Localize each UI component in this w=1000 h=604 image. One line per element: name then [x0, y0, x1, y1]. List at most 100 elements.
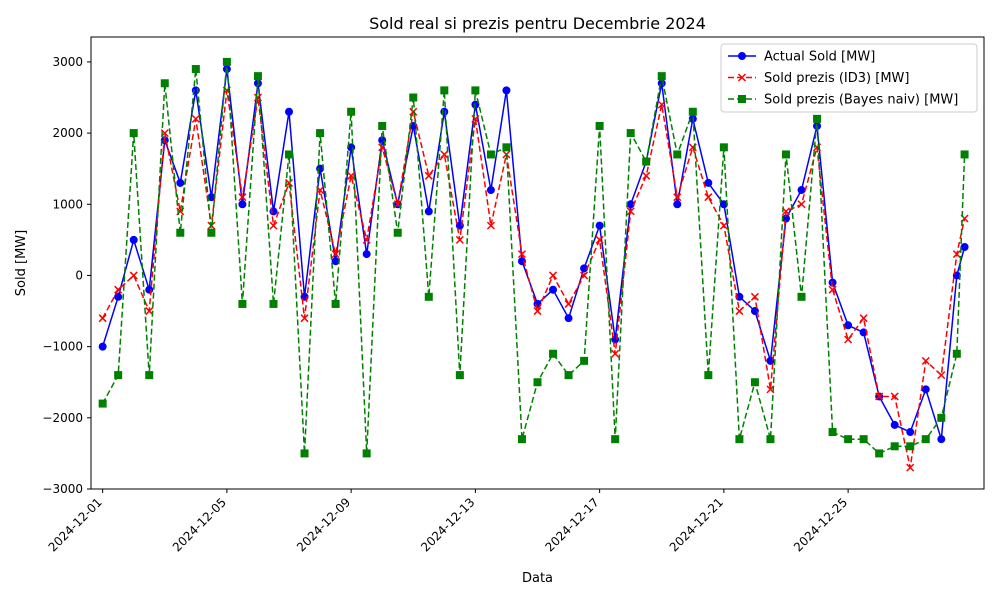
data-point: [657, 100, 666, 109]
data-point: [921, 356, 930, 365]
y-axis-label: Sold [MW]: [14, 230, 29, 296]
data-point: [517, 435, 526, 444]
data-point: [580, 356, 589, 365]
data-point: [937, 371, 946, 380]
data-point: [875, 449, 884, 458]
data-point: [735, 435, 744, 444]
legend-marker: [738, 95, 746, 103]
data-point: [750, 378, 759, 387]
data-point: [393, 228, 402, 237]
data-point: [502, 86, 511, 95]
data-point: [378, 121, 387, 130]
data-point: [300, 449, 309, 458]
data-point: [471, 100, 480, 109]
legend-marker: [737, 73, 747, 82]
data-point: [114, 292, 123, 301]
x-axis-label: Data: [522, 571, 553, 586]
data-point: [548, 271, 558, 280]
data-point: [719, 143, 728, 152]
data-point: [750, 307, 759, 316]
data-point: [160, 79, 169, 88]
data-point: [937, 435, 946, 444]
data-point: [890, 442, 899, 451]
data-point: [176, 228, 185, 237]
data-point: [657, 72, 666, 81]
data-point: [331, 257, 340, 266]
data-point: [486, 150, 495, 159]
data-point: [191, 65, 200, 74]
data-point: [704, 178, 713, 187]
data-point: [362, 449, 371, 458]
data-point: [952, 349, 961, 358]
data-point: [906, 463, 915, 472]
data-point: [642, 157, 651, 166]
data-point: [440, 150, 449, 159]
data-point: [564, 299, 573, 308]
data-point: [844, 435, 853, 444]
data-point: [580, 271, 589, 280]
data-point: [797, 292, 806, 301]
data-point: [191, 114, 200, 123]
legend: Actual Sold [MW] Sold prezis (ID3) [MW] So…: [720, 43, 978, 113]
data-point: [486, 221, 495, 230]
y-tick-label: 1000: [52, 197, 83, 211]
data-point: [844, 321, 853, 330]
data-point: [626, 129, 635, 138]
y-tick-label: 3000: [52, 55, 83, 69]
data-point: [859, 314, 868, 323]
data-point: [595, 235, 604, 244]
data-point: [673, 193, 682, 202]
data-point: [471, 114, 480, 123]
y-tick-label: −2000: [42, 411, 83, 425]
data-point: [750, 292, 759, 301]
data-point: [704, 371, 713, 380]
data-point: [549, 285, 558, 294]
data-point: [859, 435, 868, 444]
data-point: [549, 349, 558, 358]
legend-marker: [738, 52, 746, 60]
data-point: [906, 442, 915, 451]
data-point: [517, 250, 527, 259]
data-point: [331, 250, 340, 259]
series-line-2: [101, 90, 966, 468]
data-point: [564, 314, 573, 323]
data-point: [611, 349, 620, 358]
data-point: [129, 271, 138, 280]
data-point: [921, 385, 930, 394]
data-point: [890, 420, 899, 429]
data-point: [533, 307, 542, 316]
data-point: [316, 129, 325, 138]
data-point: [875, 392, 884, 401]
plot-frame: [90, 36, 985, 490]
data-point: [347, 107, 356, 116]
data-point: [145, 307, 154, 316]
data-point: [766, 435, 775, 444]
data-point: [440, 86, 449, 95]
data-point: [409, 93, 418, 102]
data-point: [533, 378, 542, 387]
data-point: [611, 435, 620, 444]
data-point: [673, 150, 682, 159]
data-point: [828, 428, 837, 437]
data-point: [238, 200, 247, 209]
data-point: [424, 171, 433, 180]
data-point: [409, 107, 418, 116]
y-tick-label: −3000: [42, 482, 83, 496]
series-layer: [98, 57, 969, 472]
series-markers-3: [98, 57, 969, 458]
data-point: [114, 371, 123, 380]
legend-label: Sold prezis (ID3) [MW]: [764, 71, 909, 86]
data-point: [129, 235, 138, 244]
data-point: [952, 250, 961, 259]
data-point: [502, 143, 511, 152]
data-point: [890, 392, 899, 401]
data-point: [455, 371, 464, 380]
data-point: [673, 200, 682, 209]
legend-box: [720, 43, 978, 113]
data-point: [813, 114, 822, 123]
data-point: [564, 371, 573, 380]
data-point: [797, 200, 806, 209]
legend-label: Actual Sold [MW]: [764, 50, 875, 65]
data-point: [269, 221, 278, 230]
